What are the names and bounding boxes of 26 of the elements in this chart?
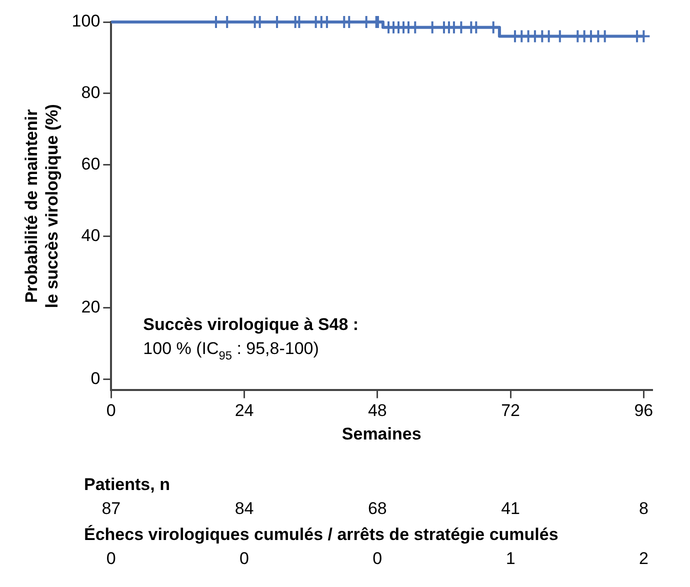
x-tick-label: 96 <box>634 401 654 420</box>
y-axis-title: Probabilité de maintenir le succès virologique (%) <box>22 104 62 308</box>
x-tick-label: 24 <box>234 401 254 420</box>
text: Échecs virologiques cumulés / arrêts de stratégie cumulés <box>84 524 558 544</box>
y-tick-label: 100 <box>72 12 100 31</box>
y-tick-label: 40 <box>81 226 100 246</box>
y-tick-label: 0 <box>90 369 100 388</box>
y-tick-label: 20 <box>81 298 100 317</box>
text: 84 <box>234 499 254 518</box>
text: 0 <box>372 549 382 568</box>
text: 0 <box>106 549 116 568</box>
text: 68 <box>368 499 387 518</box>
text: Patients, n <box>84 475 170 494</box>
text: 8 <box>638 499 648 518</box>
x-tick-label: 48 <box>368 401 387 420</box>
text: 2 <box>638 549 648 568</box>
x-tick-label: 72 <box>501 401 520 420</box>
text: 87 <box>102 499 121 518</box>
x-tick-label: 0 <box>106 401 116 420</box>
text: 41 <box>501 499 520 518</box>
x-axis-title: Semaines <box>342 424 422 444</box>
annotation: Succès virologique à S48 : <box>143 315 359 334</box>
y-tick-label: 60 <box>81 154 100 174</box>
text: 0 <box>240 549 250 568</box>
y-tick-label: 80 <box>81 83 100 102</box>
text: 1 <box>506 549 516 568</box>
